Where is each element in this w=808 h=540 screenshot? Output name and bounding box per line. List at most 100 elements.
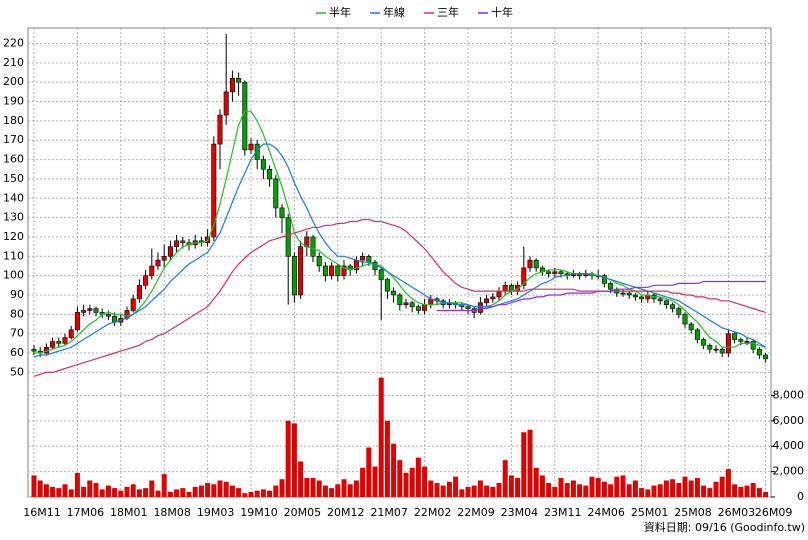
volume-bar <box>267 490 273 497</box>
volume-bar <box>391 443 397 497</box>
candle-body <box>217 114 223 145</box>
volume-bar <box>124 486 130 497</box>
volume-bar <box>37 480 43 497</box>
volume-bar <box>713 481 719 497</box>
volume-bar <box>570 480 576 497</box>
candle-body <box>236 78 242 83</box>
candle-body <box>62 337 68 344</box>
volume-bar <box>130 484 136 497</box>
volume-bar <box>552 486 558 497</box>
volume-bar <box>601 481 607 497</box>
candle-body <box>676 308 682 315</box>
volume-bar <box>347 484 353 497</box>
candle-body <box>285 217 291 257</box>
candle-body <box>750 341 756 350</box>
y2-tick-label: 8,000 <box>773 388 805 401</box>
volume-bar <box>353 480 359 497</box>
candle-body <box>267 168 273 180</box>
volume-bar <box>248 491 254 497</box>
volume-bar <box>428 480 434 497</box>
candle-body <box>310 236 316 257</box>
volume-bar <box>701 485 707 497</box>
volume-bar <box>205 483 211 497</box>
candle-body <box>688 323 694 331</box>
volume-bar <box>422 466 428 497</box>
volume-bar <box>564 483 570 497</box>
volume-bar <box>763 491 769 497</box>
volume-bar <box>279 479 285 497</box>
candle-body <box>632 294 638 298</box>
volume-bar <box>31 475 37 497</box>
candle-body <box>496 290 502 298</box>
volume-bar <box>738 486 744 497</box>
volume-bar <box>465 486 471 497</box>
volume-bar <box>161 474 167 497</box>
volume-bar <box>496 483 502 497</box>
x-tick-label: 26M03 <box>718 506 756 519</box>
volume-bar <box>136 489 142 497</box>
candle-body <box>477 302 483 313</box>
candle-body <box>694 329 700 340</box>
candle-body <box>50 341 56 348</box>
volume-bar <box>397 460 403 497</box>
volume-bar <box>149 480 155 497</box>
volume-bar <box>446 481 452 497</box>
volume-bar <box>43 484 49 497</box>
volume-bar <box>415 457 421 497</box>
candle-body <box>93 308 99 313</box>
volume-bar <box>242 493 248 497</box>
x-tick-label: 23M04 <box>501 506 539 519</box>
candle-body <box>130 298 136 311</box>
volume-bar <box>167 491 173 497</box>
candle-body <box>136 285 142 300</box>
candle-body <box>273 178 279 209</box>
candle-body <box>31 348 37 352</box>
candle-body <box>732 333 738 340</box>
x-tick-label: 19M10 <box>240 506 278 519</box>
x-tick-label: 20M05 <box>284 506 322 519</box>
volume-bar <box>229 485 235 497</box>
x-tick-label: 17M06 <box>67 506 105 519</box>
legend-label: 三年 <box>437 5 459 19</box>
candle-body <box>484 298 490 304</box>
volume-bar <box>236 488 242 497</box>
ma-line <box>437 280 766 312</box>
volume-bar <box>366 447 372 497</box>
volume-bar <box>87 480 93 497</box>
volume-bar <box>335 484 341 497</box>
candle-body <box>378 269 384 280</box>
volume-bar <box>99 489 105 497</box>
volume-bar <box>577 484 583 497</box>
volume-bar <box>260 489 266 497</box>
candle-body <box>223 91 229 116</box>
volume-bar <box>595 477 601 497</box>
volume-bar <box>688 480 694 497</box>
candle-body <box>707 345 713 350</box>
y-tick-label: 190 <box>3 95 24 108</box>
candle-body <box>174 240 180 247</box>
volume-bar <box>372 466 378 497</box>
candle-body <box>719 348 725 354</box>
ma-line <box>33 218 766 377</box>
volume-bar <box>273 485 279 497</box>
volume-bar <box>291 423 297 497</box>
plot-frame <box>27 27 772 498</box>
x-tick-label: 19M03 <box>197 506 235 519</box>
y-tick-label: 120 <box>3 230 24 243</box>
footnote: 資料日期: 09/16 (Goodinfo.tw) <box>644 520 805 534</box>
volume-bar <box>285 420 291 497</box>
candle-body <box>725 333 731 354</box>
volume-bar <box>174 489 180 497</box>
x-tick-label: 22M09 <box>457 506 495 519</box>
candle-body <box>329 265 335 276</box>
volume-bar <box>322 485 328 497</box>
volume-bar <box>68 489 74 497</box>
candle-body <box>670 304 676 309</box>
volume-bar <box>360 467 366 497</box>
candle-body <box>105 314 111 317</box>
candle-body <box>248 143 254 151</box>
candle-body <box>161 256 167 261</box>
volume-bar <box>112 488 118 497</box>
candle-body <box>384 279 390 292</box>
